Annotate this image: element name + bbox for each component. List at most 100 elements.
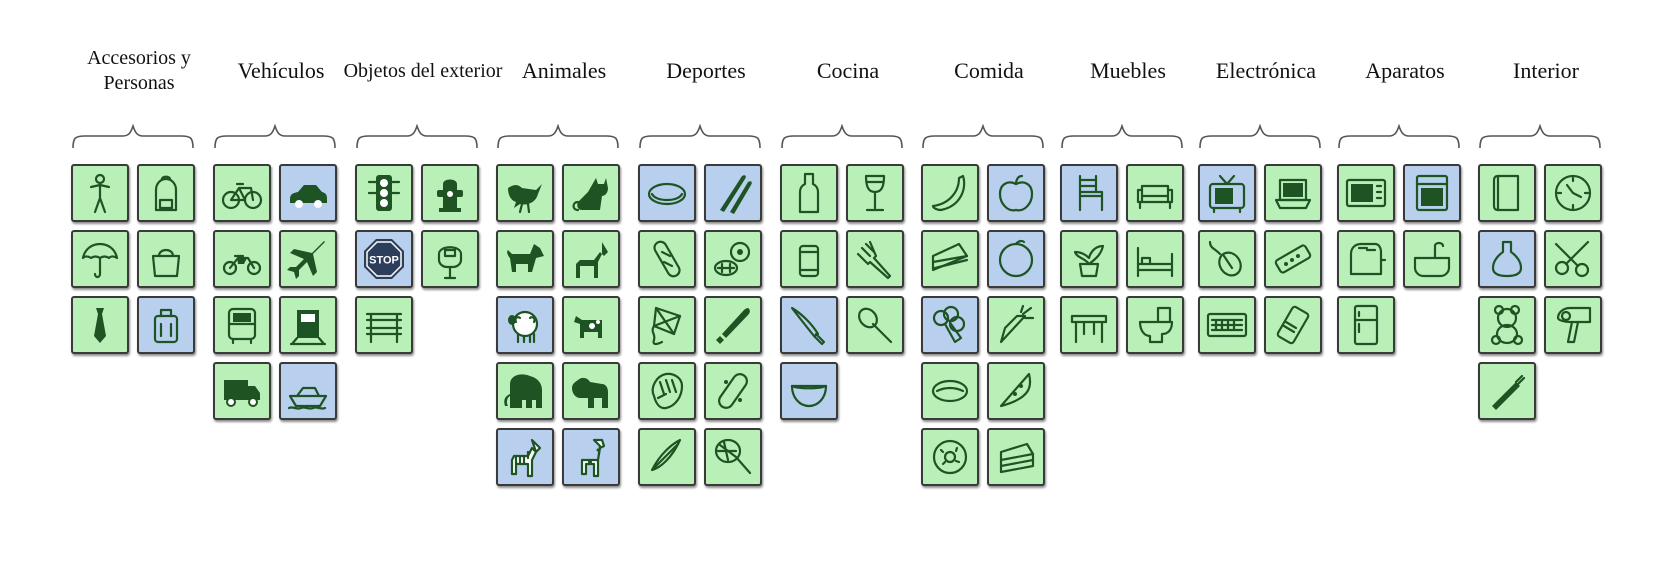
icon-tile — [1060, 230, 1118, 288]
icon-tile — [213, 362, 271, 420]
icon-tile — [780, 164, 838, 222]
microwave-icon — [1345, 178, 1387, 208]
dog-icon — [507, 244, 544, 272]
tennis-racket-icon — [714, 438, 752, 475]
elephant-icon — [504, 374, 542, 408]
kite-icon — [651, 306, 682, 346]
fire-hydrant-icon — [437, 179, 463, 212]
couch-icon — [1136, 184, 1174, 210]
icon-tile — [638, 230, 696, 288]
sink-icon — [1413, 241, 1451, 278]
refrigerator-icon — [1353, 304, 1379, 346]
icon-tile — [704, 362, 762, 420]
icon-tile — [846, 164, 904, 222]
icon-tile — [987, 164, 1045, 222]
icon-tile — [1337, 230, 1395, 288]
icon-tile — [1198, 296, 1256, 354]
sheep-icon — [508, 310, 539, 344]
oven-icon — [1415, 174, 1449, 212]
frisbee-icon — [647, 182, 687, 206]
snowboard-icon — [653, 240, 681, 278]
bench-icon — [365, 312, 403, 344]
tv-icon — [1208, 174, 1246, 214]
knife-icon — [790, 306, 826, 346]
category-title: Comida — [954, 58, 1024, 83]
stop-sign-icon: STOP — [364, 239, 404, 279]
icon-tile — [496, 296, 554, 354]
cell-phone-icon — [1276, 305, 1310, 345]
bottle-icon — [798, 172, 820, 214]
icon-tile — [71, 230, 129, 288]
icon-tile — [1126, 230, 1184, 288]
icon-tile — [1264, 164, 1322, 222]
toothbrush-icon — [1492, 374, 1526, 410]
brace-icon — [1199, 124, 1321, 149]
baseball-bat-icon — [716, 308, 750, 344]
category-title: Cocina — [816, 58, 880, 83]
teddy-bear-icon — [1490, 304, 1524, 346]
icon-tile — [279, 230, 337, 288]
icon-tile — [1478, 164, 1536, 222]
icon-tile — [1060, 164, 1118, 222]
icon-tile — [780, 296, 838, 354]
clock-icon — [1554, 174, 1592, 212]
icon-tile — [279, 362, 337, 420]
icon-tile — [562, 164, 620, 222]
orange-icon — [998, 239, 1034, 278]
parking-meter-icon — [437, 246, 463, 280]
hot-dog-icon — [931, 379, 969, 403]
hair-drier-icon — [1556, 306, 1592, 344]
icon-tile — [1337, 296, 1395, 354]
donut-icon — [932, 439, 968, 475]
icon-tile — [1403, 230, 1461, 288]
remote-icon — [1274, 244, 1312, 274]
category-title: Animales — [521, 58, 607, 83]
sandwich-icon — [931, 242, 969, 272]
broccoli-icon — [932, 305, 966, 344]
icon-tile — [921, 296, 979, 354]
bicycle-icon — [221, 182, 263, 210]
icon-tile — [921, 164, 979, 222]
icon-tile — [704, 230, 762, 288]
icon-tile — [1403, 164, 1461, 222]
category-title: Accesorios y Personas — [87, 47, 191, 94]
icon-tile — [421, 164, 479, 222]
icon-tile — [1478, 362, 1536, 420]
icon-tile — [355, 296, 413, 354]
cup-icon — [798, 244, 820, 278]
icon-tile — [496, 164, 554, 222]
person-icon — [89, 173, 111, 214]
horse-icon — [576, 242, 608, 278]
bed-icon — [1136, 246, 1174, 278]
motorcycle-icon — [222, 254, 262, 276]
category-title: Objetos del exterior — [343, 59, 503, 82]
brace-icon — [1479, 124, 1601, 149]
skateboard-icon — [718, 373, 748, 409]
icon-tile — [71, 296, 129, 354]
icon-tile — [1478, 296, 1536, 354]
icon-tile — [987, 296, 1045, 354]
toilet-icon — [1138, 306, 1174, 344]
icon-tile — [921, 428, 979, 486]
icon-tile — [1060, 296, 1118, 354]
car-icon — [290, 185, 327, 208]
icon-tile — [496, 362, 554, 420]
icon-tile — [780, 230, 838, 288]
icon-tile — [638, 296, 696, 354]
icon-tile — [137, 230, 195, 288]
icon-tile — [213, 296, 271, 354]
spoon-icon — [858, 307, 893, 344]
icon-tile — [1198, 164, 1256, 222]
icon-tile — [421, 230, 479, 288]
brace-icon — [497, 124, 619, 149]
icon-tile — [704, 428, 762, 486]
icon-tile — [704, 296, 762, 354]
baseball-glove-icon — [651, 372, 684, 410]
apple-icon — [998, 174, 1034, 212]
icon-tile — [1544, 164, 1602, 222]
dining-table-icon — [1070, 314, 1108, 344]
suitcase-icon — [153, 308, 179, 344]
cake-icon — [999, 442, 1035, 474]
bear-icon — [572, 377, 608, 408]
book-icon — [1492, 174, 1520, 212]
